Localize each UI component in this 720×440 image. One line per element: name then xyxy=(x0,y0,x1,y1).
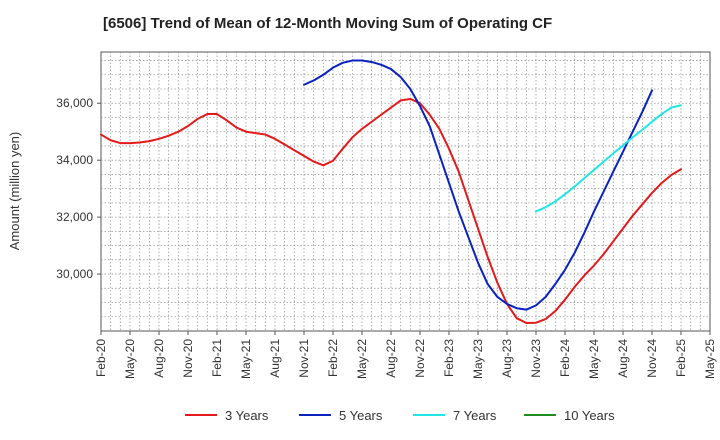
series-line-7-years xyxy=(535,104,682,213)
x-tick-label: Aug-22 xyxy=(384,339,398,378)
x-tick-label: Feb-20 xyxy=(94,339,108,377)
chart-title: [6506] Trend of Mean of 12-Month Moving … xyxy=(103,15,552,32)
x-tick-label: May-22 xyxy=(355,339,369,379)
y-axis-label: Amount (million yen) xyxy=(7,132,22,251)
x-tick-label: Feb-24 xyxy=(558,339,572,377)
x-tick-label: Nov-24 xyxy=(645,339,659,378)
grid-lines xyxy=(101,52,710,331)
x-tick-label: May-25 xyxy=(703,339,717,379)
x-tick-label: Aug-20 xyxy=(152,339,166,378)
y-tick-label: 36,000 xyxy=(56,96,93,110)
y-axis-ticks: 30,000 32,000 34,000 36,000 xyxy=(56,96,101,281)
x-tick-label: May-24 xyxy=(587,339,601,379)
x-tick-label: Nov-23 xyxy=(529,339,543,378)
y-tick-label: 30,000 xyxy=(56,267,93,281)
y-tick-label: 34,000 xyxy=(56,153,93,167)
series-line-5-years xyxy=(303,59,653,311)
legend-label: 5 Years xyxy=(339,408,383,423)
x-tick-label: May-23 xyxy=(471,339,485,379)
x-tick-label: Feb-23 xyxy=(442,339,456,377)
plot-area xyxy=(100,51,711,332)
x-tick-label: Nov-20 xyxy=(181,339,195,378)
x-tick-label: Feb-21 xyxy=(210,339,224,377)
series-lines xyxy=(100,59,682,325)
series-line-3-years xyxy=(100,97,682,325)
x-tick-label: Aug-23 xyxy=(500,339,514,378)
legend-label: 7 Years xyxy=(453,408,497,423)
x-tick-label: May-20 xyxy=(123,339,137,379)
x-tick-label: Aug-21 xyxy=(268,339,282,378)
x-tick-label: Nov-22 xyxy=(413,339,427,378)
legend-label: 10 Years xyxy=(564,408,615,423)
legend: 3 Years 5 Years 7 Years 10 Years xyxy=(185,408,615,423)
y-tick-label: 32,000 xyxy=(56,210,93,224)
x-tick-label: Aug-24 xyxy=(616,339,630,378)
x-tick-label: Feb-22 xyxy=(326,339,340,377)
x-tick-label: Feb-25 xyxy=(674,339,688,377)
legend-label: 3 Years xyxy=(225,408,269,423)
x-tick-label: May-21 xyxy=(239,339,253,379)
x-axis-ticks: Feb-20 May-20 Aug-20 Nov-20 Feb-21 May-21 Aug-… xyxy=(94,331,717,379)
x-tick-label: Nov-21 xyxy=(297,339,311,378)
